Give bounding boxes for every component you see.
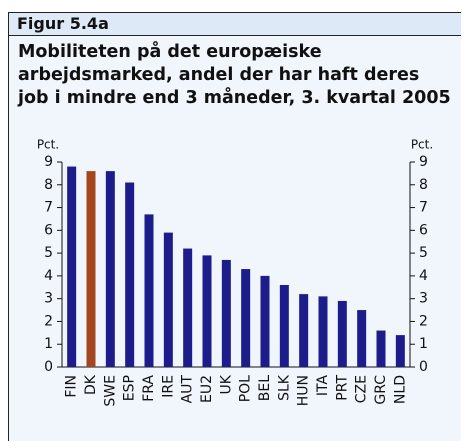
x-tick-label: FRA: [141, 375, 157, 402]
bar: [337, 300, 347, 367]
x-tick-label: PRT: [334, 375, 350, 401]
bar: [86, 171, 96, 367]
y-tick-label: 9: [44, 154, 53, 170]
y-tick-label: 4: [44, 268, 53, 284]
x-tick-label: POL: [238, 375, 254, 402]
bar: [105, 171, 115, 367]
x-tick-label: IRE: [160, 375, 176, 398]
bar: [299, 294, 309, 367]
y-tick-label: 2: [44, 313, 53, 329]
y2-tick-label: 0: [419, 359, 428, 375]
y2-tick-label: 8: [419, 177, 428, 193]
bar: [125, 182, 135, 367]
y-tick-label: 6: [44, 222, 53, 238]
x-tick-label: HUN: [296, 375, 312, 406]
y-tick-label: 0: [44, 359, 53, 375]
y2-tick-label: 1: [419, 336, 428, 352]
x-tick-label: NLD: [392, 375, 408, 404]
x-tick-label: ESP: [122, 375, 138, 401]
y2-axis-label: Pct.: [411, 138, 433, 152]
x-tick-label: CZE: [354, 375, 370, 403]
y-axis-label: Pct.: [37, 138, 59, 152]
chart-title: Mobiliteten på det europæiske arbejdsmar…: [18, 42, 451, 108]
bar: [279, 285, 289, 367]
y2-tick-label: 3: [419, 291, 428, 307]
bar: [144, 214, 154, 367]
figure-label: Figur 5.4a: [9, 12, 461, 36]
x-tick-label: BEL: [257, 375, 273, 401]
x-tick-label: AUT: [180, 375, 196, 404]
y-tick-label: 3: [44, 291, 53, 307]
y2-tick-label: 9: [419, 154, 428, 170]
x-tick-label: FIN: [64, 375, 80, 398]
bar: [241, 269, 251, 367]
y-tick-label: 7: [44, 200, 53, 216]
bar: [67, 166, 77, 367]
y-tick-label: 1: [44, 336, 53, 352]
y-tick-label: 8: [44, 177, 53, 193]
y2-tick-label: 5: [419, 245, 428, 261]
figure-frame: Figur 5.4a Mobiliteten på det europæiske…: [8, 12, 461, 441]
bar: [318, 296, 328, 367]
x-tick-label: UK: [218, 374, 234, 394]
x-tick-label: EU2: [199, 375, 215, 403]
bar: [376, 330, 386, 367]
x-tick-label: DK: [83, 374, 99, 395]
y2-tick-label: 7: [419, 200, 428, 216]
y2-tick-label: 6: [419, 222, 428, 238]
y-tick-label: 5: [44, 245, 53, 261]
x-tick-label: ITA: [315, 375, 331, 397]
x-tick-label: GRC: [373, 375, 389, 405]
y2-tick-label: 4: [419, 268, 428, 284]
bar: [221, 259, 231, 367]
x-tick-label: SLK: [276, 374, 292, 401]
y2-tick-label: 2: [419, 313, 428, 329]
bar: [357, 310, 367, 367]
x-tick-label: SWE: [102, 375, 118, 407]
bar: [260, 275, 270, 367]
bar: [202, 255, 212, 367]
bar: [183, 248, 193, 367]
bar: [163, 232, 173, 367]
bar: [395, 335, 405, 367]
